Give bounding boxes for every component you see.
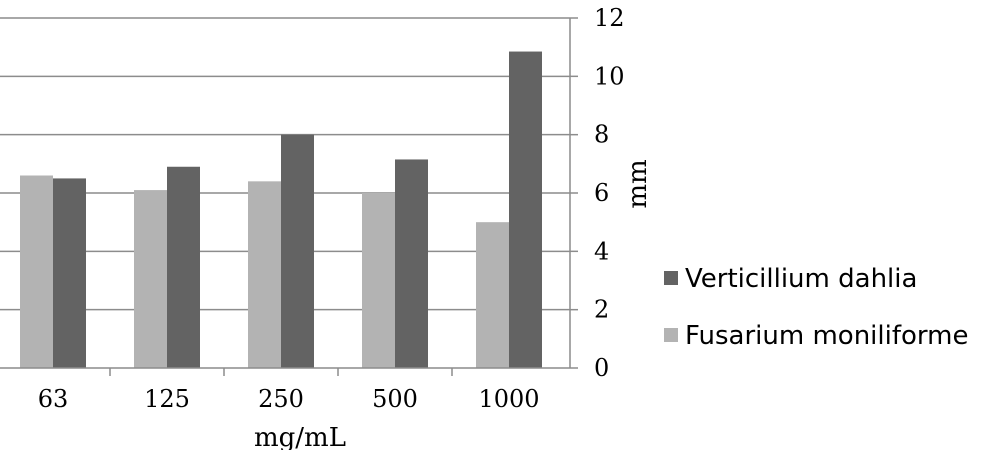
bar-verticillium-dahlia-500 — [395, 159, 428, 368]
y-axis-label: mm — [623, 159, 653, 208]
x-tick-label: 63 — [38, 385, 69, 413]
legend-label: Fusarium moniliforme — [685, 321, 968, 351]
x-tick-label: 125 — [144, 385, 190, 413]
axes — [0, 17, 578, 376]
x-axis-label: mg/mL — [254, 423, 346, 450]
bar-verticillium-dahlia-1000 — [509, 51, 542, 369]
legend-label: Verticillium dahlia — [685, 264, 917, 294]
bar-verticillium-dahlia-125 — [167, 166, 200, 368]
bar-fusarium-moniliforme-125 — [134, 190, 167, 368]
x-tick-label: 500 — [372, 385, 418, 413]
bar-fusarium-moniliforme-1000 — [476, 222, 509, 368]
bar-verticillium-dahlia-63 — [53, 178, 86, 368]
bar-fusarium-moniliforme-250 — [248, 181, 281, 368]
bar-fusarium-moniliforme-500 — [362, 193, 395, 368]
x-tick-labels: 63 125 250 500 1000 — [38, 385, 540, 413]
bars — [20, 51, 542, 369]
bar-verticillium-dahlia-250 — [281, 134, 314, 368]
y-tick-label: 6 — [594, 179, 609, 207]
legend-swatch — [664, 328, 678, 342]
y-tick-labels: 0 2 4 6 8 10 12 — [594, 4, 625, 382]
x-tick-label: 1000 — [478, 385, 539, 413]
y-tick-label: 0 — [594, 354, 609, 382]
legend-swatch — [664, 271, 678, 285]
y-tick-label: 2 — [594, 296, 609, 324]
x-tick-label: 250 — [258, 385, 304, 413]
y-tick-label: 12 — [594, 4, 625, 32]
y-tick-label: 4 — [594, 237, 609, 265]
legend: Verticillium dahlia Fusarium moniliforme — [664, 264, 968, 351]
y-tick-label: 8 — [594, 121, 609, 149]
bar-fusarium-moniliforme-63 — [20, 175, 53, 368]
y-tick-label: 10 — [594, 62, 625, 90]
